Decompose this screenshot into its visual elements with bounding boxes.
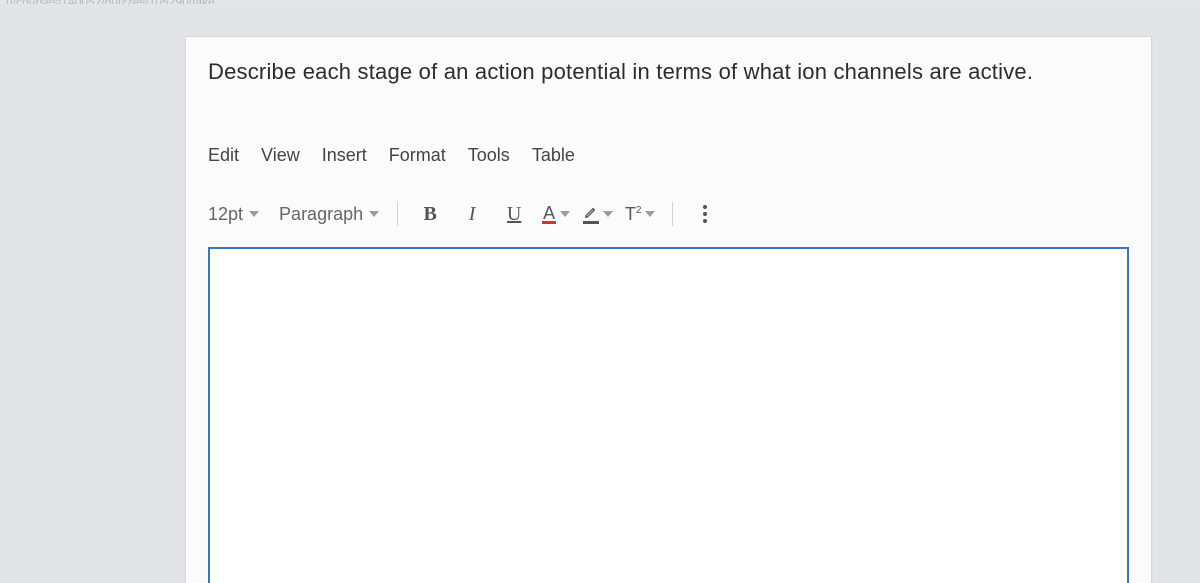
superscript-icon: T2: [625, 204, 642, 225]
highlighter-icon: [583, 204, 599, 224]
page-background: Describe each stage of an action potenti…: [0, 4, 1200, 583]
highlight-color-button[interactable]: [584, 200, 612, 228]
font-size-dropdown[interactable]: 12pt: [208, 204, 259, 225]
menu-view[interactable]: View: [261, 145, 300, 173]
more-options-button[interactable]: [691, 200, 719, 228]
chevron-down-icon: [369, 211, 379, 217]
text-color-icon: A: [542, 205, 556, 224]
menu-format[interactable]: Format: [389, 145, 446, 173]
rich-text-editor[interactable]: [208, 247, 1129, 583]
menu-insert[interactable]: Insert: [322, 145, 367, 173]
question-card: Describe each stage of an action potenti…: [185, 36, 1152, 583]
chevron-down-icon: [645, 211, 655, 217]
menu-edit[interactable]: Edit: [208, 145, 239, 173]
text-color-button[interactable]: A: [542, 200, 570, 228]
font-size-value: 12pt: [208, 204, 243, 225]
bold-button[interactable]: B: [416, 200, 444, 228]
block-format-value: Paragraph: [279, 204, 363, 225]
chevron-down-icon: [603, 211, 613, 217]
block-format-dropdown[interactable]: Paragraph: [279, 204, 379, 225]
superscript-button[interactable]: T2: [626, 200, 654, 228]
toolbar-separator: [397, 202, 398, 226]
underline-button[interactable]: U: [500, 200, 528, 228]
question-prompt: Describe each stage of an action potenti…: [208, 59, 1129, 85]
chevron-down-icon: [560, 211, 570, 217]
menu-tools[interactable]: Tools: [468, 145, 510, 173]
editor-menubar: Edit View Insert Format Tools Table: [208, 145, 1129, 173]
editor-toolbar: 12pt Paragraph B I U A: [208, 197, 1129, 231]
toolbar-separator: [672, 202, 673, 226]
italic-button[interactable]: I: [458, 200, 486, 228]
menu-table[interactable]: Table: [532, 145, 575, 173]
chevron-down-icon: [249, 211, 259, 217]
kebab-icon: [697, 205, 713, 223]
